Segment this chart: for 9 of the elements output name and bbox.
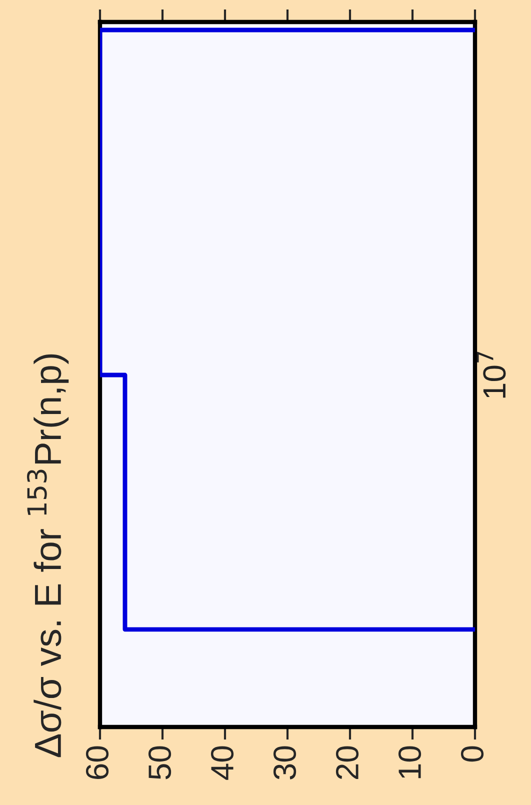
x-tick-label: 50 xyxy=(148,746,172,780)
x-tick-label: 20 xyxy=(336,746,359,779)
text: Δσ/σ vs. E for $^{153}$Pr(n,p) xyxy=(27,354,69,758)
x-tick-label: 30 xyxy=(273,746,296,780)
x-tick-label: 10 xyxy=(398,746,422,778)
x-tick-label: 40 xyxy=(210,746,234,780)
x-tick-label: 0 xyxy=(460,746,484,762)
text: 10$^{7}$ xyxy=(476,352,506,398)
x-tick-label: 60 xyxy=(86,746,109,779)
